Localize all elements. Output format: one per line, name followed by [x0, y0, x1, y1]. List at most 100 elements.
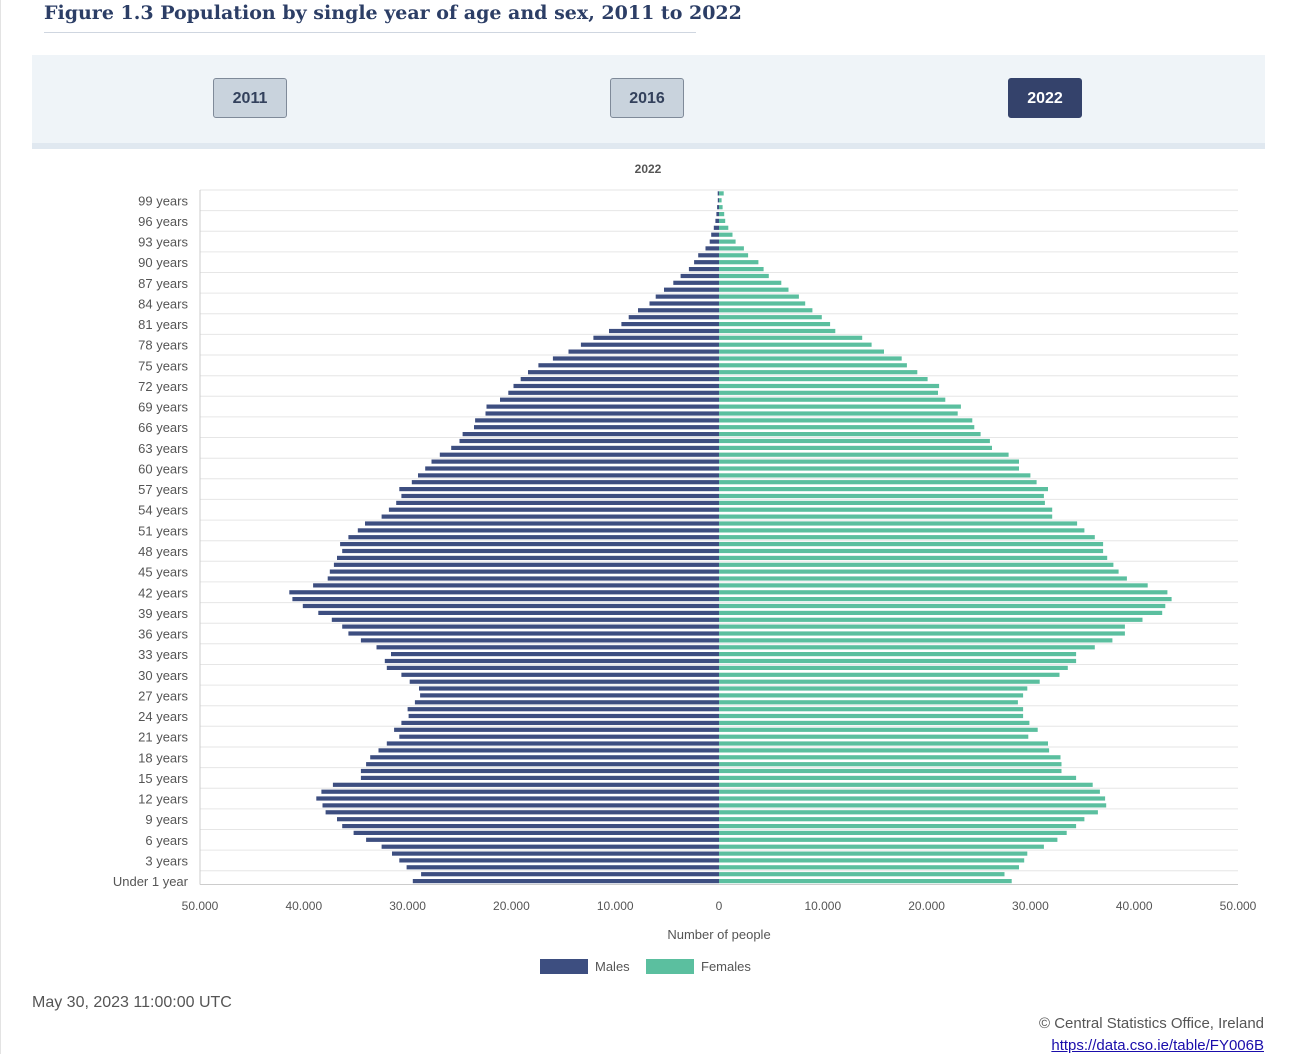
female-bar[interactable]: [719, 741, 1048, 746]
female-bar[interactable]: [719, 218, 726, 223]
male-bar[interactable]: [711, 232, 719, 237]
male-bar[interactable]: [680, 273, 719, 279]
male-bar[interactable]: [329, 569, 720, 574]
female-bar[interactable]: [719, 824, 1077, 829]
male-bar[interactable]: [439, 452, 719, 457]
female-bar[interactable]: [719, 734, 1029, 739]
female-bar[interactable]: [719, 700, 1018, 705]
male-bar[interactable]: [289, 590, 719, 595]
female-bar[interactable]: [719, 198, 722, 203]
male-bar[interactable]: [406, 865, 719, 870]
female-bar[interactable]: [719, 473, 1031, 478]
female-bar[interactable]: [719, 576, 1127, 581]
female-bar[interactable]: [719, 232, 733, 237]
male-bar[interactable]: [399, 487, 719, 492]
female-bar[interactable]: [719, 597, 1172, 602]
male-bar[interactable]: [698, 253, 719, 258]
year-button-2016[interactable]: 2016: [610, 78, 684, 118]
male-bar[interactable]: [411, 480, 719, 485]
female-bar[interactable]: [719, 191, 724, 196]
male-bar[interactable]: [357, 528, 719, 533]
legend-females-swatch[interactable]: [646, 959, 694, 974]
male-bar[interactable]: [384, 658, 719, 664]
male-bar[interactable]: [474, 425, 719, 430]
female-bar[interactable]: [719, 672, 1060, 677]
female-bar[interactable]: [719, 438, 990, 444]
female-bar[interactable]: [719, 493, 1044, 499]
male-bar[interactable]: [322, 803, 720, 808]
female-bar[interactable]: [719, 810, 1098, 815]
female-bar[interactable]: [719, 370, 918, 375]
female-bar[interactable]: [719, 253, 749, 258]
female-bar[interactable]: [719, 322, 831, 327]
female-bar[interactable]: [719, 872, 1005, 877]
female-bar[interactable]: [719, 315, 822, 320]
female-bar[interactable]: [719, 267, 764, 272]
female-bar[interactable]: [719, 762, 1062, 767]
male-bar[interactable]: [513, 383, 720, 389]
female-bar[interactable]: [719, 425, 975, 430]
female-bar[interactable]: [719, 521, 1078, 526]
male-bar[interactable]: [342, 624, 719, 629]
female-bar[interactable]: [719, 775, 1077, 780]
female-bar[interactable]: [719, 679, 1040, 684]
female-bar[interactable]: [719, 363, 907, 368]
male-bar[interactable]: [716, 212, 719, 217]
female-bar[interactable]: [719, 246, 744, 251]
female-bar[interactable]: [719, 335, 863, 340]
male-bar[interactable]: [370, 755, 719, 760]
female-bar[interactable]: [719, 865, 1019, 870]
male-bar[interactable]: [360, 768, 719, 774]
male-bar[interactable]: [388, 507, 719, 512]
male-bar[interactable]: [332, 782, 719, 787]
female-bar[interactable]: [719, 287, 789, 292]
male-bar[interactable]: [408, 713, 719, 719]
female-bar[interactable]: [719, 480, 1037, 485]
female-bar[interactable]: [719, 548, 1104, 554]
male-bar[interactable]: [709, 239, 719, 244]
male-bar[interactable]: [528, 370, 719, 375]
male-bar[interactable]: [316, 796, 719, 801]
female-bar[interactable]: [719, 487, 1048, 492]
male-bar[interactable]: [412, 879, 719, 884]
male-bar[interactable]: [292, 597, 719, 602]
female-bar[interactable]: [719, 803, 1107, 808]
female-bar[interactable]: [719, 535, 1095, 540]
male-bar[interactable]: [409, 679, 719, 684]
male-bar[interactable]: [381, 844, 719, 849]
male-bar[interactable]: [366, 762, 719, 767]
male-bar[interactable]: [655, 294, 719, 299]
female-bar[interactable]: [719, 377, 928, 382]
year-button-2011[interactable]: 2011: [213, 78, 287, 118]
female-bar[interactable]: [719, 638, 1113, 643]
male-bar[interactable]: [340, 542, 719, 547]
male-bar[interactable]: [609, 328, 719, 334]
male-bar[interactable]: [407, 707, 719, 712]
female-bar[interactable]: [719, 356, 902, 361]
male-bar[interactable]: [401, 720, 719, 725]
male-bar[interactable]: [337, 555, 719, 560]
male-bar[interactable]: [401, 672, 719, 677]
female-bar[interactable]: [719, 308, 813, 313]
male-bar[interactable]: [313, 583, 719, 588]
male-bar[interactable]: [386, 665, 719, 670]
female-bar[interactable]: [719, 851, 1028, 856]
male-bar[interactable]: [342, 824, 719, 829]
female-bar[interactable]: [719, 452, 1009, 457]
male-bar[interactable]: [688, 267, 719, 272]
female-bar[interactable]: [719, 768, 1062, 774]
female-bar[interactable]: [719, 782, 1093, 787]
legend-males-swatch[interactable]: [540, 959, 588, 974]
male-bar[interactable]: [425, 466, 719, 471]
female-bar[interactable]: [719, 844, 1044, 849]
male-bar[interactable]: [664, 287, 719, 292]
female-bar[interactable]: [719, 665, 1068, 670]
male-bar[interactable]: [327, 576, 719, 581]
male-bar[interactable]: [520, 377, 719, 382]
male-bar[interactable]: [348, 631, 719, 636]
male-bar[interactable]: [621, 322, 719, 327]
male-bar[interactable]: [705, 246, 720, 251]
female-bar[interactable]: [719, 239, 736, 244]
male-bar[interactable]: [486, 404, 720, 409]
male-bar[interactable]: [318, 610, 719, 615]
